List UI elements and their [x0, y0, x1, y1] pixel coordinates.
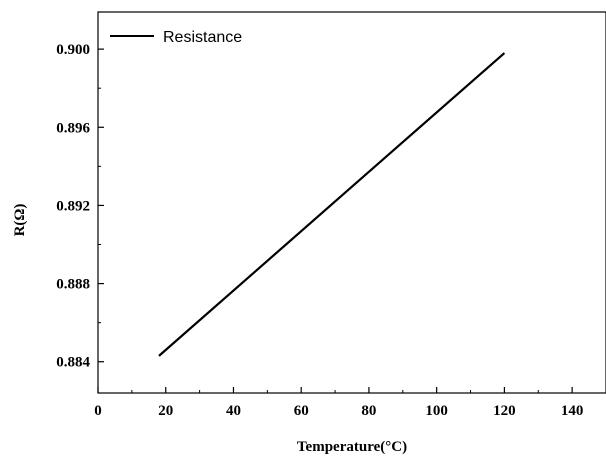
y-tick-label: 0.888 [56, 277, 90, 293]
x-axis-title: Temperature(°C) [297, 439, 407, 455]
legend-label-resistance: Resistance [163, 29, 242, 46]
x-tick-label: 0 [94, 403, 102, 419]
x-axis-ticks: 0 20 40 60 80 100 120 140 [94, 387, 583, 419]
series-line-resistance [158, 52, 506, 357]
plot-frame [97, 11, 606, 394]
y-tick-label: 0.900 [56, 42, 90, 58]
series-layer [158, 52, 506, 357]
legend: Resistance [110, 29, 242, 46]
x-tick-label: 40 [226, 403, 241, 419]
x-tick-label: 120 [493, 403, 516, 419]
x-tick-label: 60 [294, 403, 309, 419]
y-tick-label: 0.892 [56, 198, 90, 214]
x-tick-label: 20 [158, 403, 173, 419]
y-axis-ticks: 0.884 0.888 0.892 0.896 0.900 [56, 42, 104, 371]
y-axis-title: R(Ω) [12, 204, 28, 237]
x-tick-label: 100 [425, 403, 448, 419]
y-tick-label: 0.884 [56, 355, 90, 371]
x-tick-label: 80 [361, 403, 376, 419]
y-tick-label: 0.896 [56, 120, 90, 136]
x-tick-label: 140 [561, 403, 584, 419]
